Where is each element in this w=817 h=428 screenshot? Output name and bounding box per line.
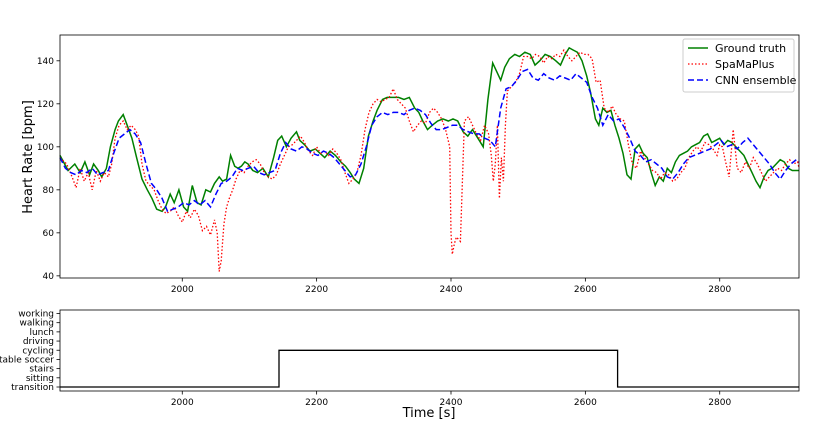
activity-x-tick-group: 2000 2200 2400 2600 2800 [171,391,731,408]
x-tick-label: 2000 [171,285,194,295]
x-tick-label: 2200 [305,398,328,408]
activity-series-group [60,349,799,388]
category-label: walking [19,319,54,329]
y-tick-label: 120 [37,100,54,110]
series-line-cnn-ensemble [59,68,800,213]
activity-x-axis-label: Time [s] [402,406,456,421]
heart-rate-chart: 2000 2200 2400 2600 2800 40 60 80 100 120 140 Hea… [21,34,800,295]
category-label: working [18,310,54,320]
x-tick-label: 2400 [440,398,463,408]
x-tick-label: 2200 [305,285,328,295]
activity-step-line [60,349,799,388]
y-tick-label: 100 [37,143,54,153]
y-tick-label: 60 [43,229,55,239]
x-tick-label: 2600 [574,398,597,408]
y-axis-label: Heart Rate [bpm] [21,100,36,214]
legend-box [682,38,795,93]
x-tick-label: 2800 [708,398,731,408]
category-label: lunch [29,328,54,338]
legend: Ground truth SpaMaPlus CNN ensemble [682,38,797,93]
category-label: table soccer [0,355,54,365]
legend-label-spamaplus: SpaMaPlus [715,58,775,71]
category-label: stairs [29,365,54,375]
plot-frame [59,34,800,279]
y-tick-label: 80 [43,186,55,196]
y-tick-label: 140 [37,57,54,67]
legend-label-cnn-ensemble: CNN ensemble [715,74,797,87]
y-tick-group: 40 60 80 100 120 140 [37,57,60,282]
x-tick-group: 2000 2200 2400 2600 2800 [171,278,731,295]
series-group [59,46,800,272]
x-tick-label: 2800 [708,285,731,295]
activity-chart: 2000 2200 2400 2600 2800 transitionsittingst… [0,310,800,421]
series-line-spamaplus [59,48,800,272]
category-label: driving [23,337,54,347]
series-line-ground-truth [59,46,799,213]
category-label: transition [11,383,54,393]
x-tick-label: 2000 [171,398,194,408]
x-tick-label: 2600 [574,285,597,295]
y-tick-label: 40 [43,272,55,282]
category-label: cycling [22,346,54,356]
legend-label-ground-truth: Ground truth [715,42,786,55]
category-label: sitting [26,374,54,384]
x-tick-label: 2400 [440,285,463,295]
